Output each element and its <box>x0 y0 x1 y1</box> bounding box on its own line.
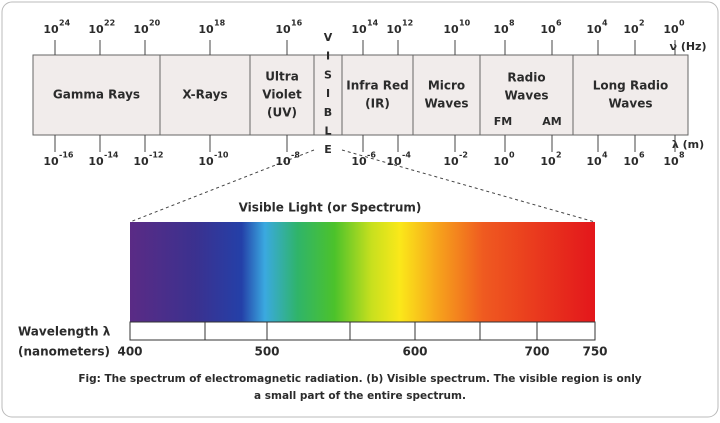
caption: Fig: The spectrum of electromagnetic rad… <box>78 373 641 385</box>
nm-label: 750 <box>582 345 607 359</box>
power-base: 10 <box>443 155 459 168</box>
power-exp: 4 <box>602 19 608 28</box>
power-exp: 0 <box>509 151 515 160</box>
power-exp: 0 <box>679 19 685 28</box>
power-base: 10 <box>351 23 367 36</box>
nm-label: 500 <box>254 345 279 359</box>
power-exp: 14 <box>367 19 379 28</box>
power-base: 10 <box>198 155 214 168</box>
segment-label: Gamma Rays <box>53 88 140 102</box>
segment-label: Waves <box>424 97 468 111</box>
segment-label: Radio <box>507 71 545 85</box>
visible-letter: L <box>324 125 331 138</box>
power-base: 10 <box>275 155 291 168</box>
power-base: 10 <box>663 155 679 168</box>
zoom-line <box>341 149 596 223</box>
power-exp: 24 <box>59 19 71 28</box>
power-base: 10 <box>540 155 556 168</box>
segment-label: Violet <box>262 88 302 102</box>
band-label: AM <box>542 115 561 128</box>
visible-letter: S <box>324 68 332 81</box>
segment-label: Waves <box>608 97 652 111</box>
power-exp: 22 <box>104 19 115 28</box>
segment-label: Micro <box>428 79 465 93</box>
power-exp: 2 <box>639 19 645 28</box>
visible-letter: I <box>326 50 330 63</box>
frequency-label: ν (Hz) <box>670 40 707 53</box>
power-base: 10 <box>586 23 602 36</box>
segment-label: Waves <box>504 89 548 103</box>
power-base: 10 <box>623 23 639 36</box>
power-exp: -14 <box>104 151 119 160</box>
segment-label: (UV) <box>267 106 297 120</box>
power-base: 10 <box>133 23 149 36</box>
power-base: 10 <box>493 155 509 168</box>
power-base: 10 <box>88 155 104 168</box>
power-base: 10 <box>43 23 59 36</box>
power-base: 10 <box>586 155 602 168</box>
power-base: 10 <box>540 23 556 36</box>
power-base: 10 <box>493 23 509 36</box>
zoom-line <box>129 149 315 223</box>
power-exp: -6 <box>367 151 376 160</box>
visible-letter: I <box>326 87 330 100</box>
segment-label: X-Rays <box>182 88 227 102</box>
axis-label: Wavelength λ <box>18 325 111 339</box>
caption: a small part of the entire spectrum. <box>254 390 466 402</box>
power-exp: -4 <box>402 151 411 160</box>
segment-label: (IR) <box>365 97 390 111</box>
power-exp: 6 <box>556 19 562 28</box>
power-base: 10 <box>663 23 679 36</box>
power-exp: -8 <box>291 151 300 160</box>
power-base: 10 <box>43 155 59 168</box>
power-exp: 8 <box>509 19 515 28</box>
power-base: 10 <box>88 23 104 36</box>
power-exp: 12 <box>402 19 413 28</box>
visible-title: Visible Light (or Spectrum) <box>239 201 422 215</box>
power-base: 10 <box>351 155 367 168</box>
power-exp: 8 <box>679 151 685 160</box>
spectrum-band <box>32 54 689 136</box>
nm-label: 400 <box>117 345 142 359</box>
power-base: 10 <box>623 155 639 168</box>
band-label: FM <box>494 115 512 128</box>
power-exp: 6 <box>639 151 645 160</box>
power-exp: 16 <box>291 19 303 28</box>
visible-gradient <box>130 222 595 322</box>
nm-label: 700 <box>524 345 549 359</box>
power-exp: 4 <box>602 151 608 160</box>
power-exp: 2 <box>556 151 562 160</box>
power-exp: -12 <box>149 151 163 160</box>
axis-label: (nanometers) <box>18 345 110 359</box>
power-exp: 10 <box>459 19 471 28</box>
power-exp: -2 <box>459 151 468 160</box>
segment-label: Ultra <box>265 70 299 84</box>
power-exp: -16 <box>59 151 74 160</box>
power-exp: -10 <box>214 151 229 160</box>
power-base: 10 <box>386 155 402 168</box>
power-base: 10 <box>386 23 402 36</box>
power-base: 10 <box>198 23 214 36</box>
power-base: 10 <box>275 23 291 36</box>
power-base: 10 <box>133 155 149 168</box>
power-exp: 18 <box>214 19 226 28</box>
wavelength-bar <box>129 321 596 341</box>
segment-label: Long Radio <box>593 79 669 93</box>
visible-letter: V <box>324 31 333 44</box>
nm-label: 600 <box>402 345 427 359</box>
power-exp: 20 <box>149 19 161 28</box>
visible-letter: B <box>324 106 332 119</box>
segment-label: Infra Red <box>346 79 408 93</box>
power-base: 10 <box>443 23 459 36</box>
wavelength-label: λ (m) <box>672 138 704 151</box>
visible-letter: E <box>324 143 332 156</box>
